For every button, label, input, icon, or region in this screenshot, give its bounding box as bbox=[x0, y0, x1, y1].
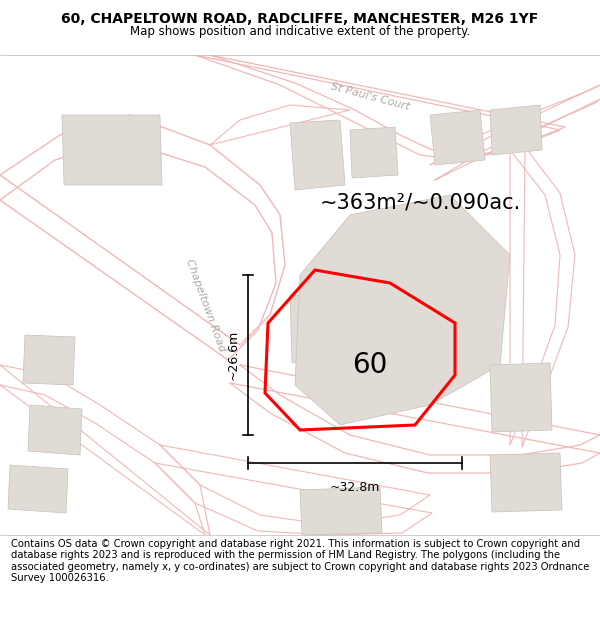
Text: Chapeltown Road: Chapeltown Road bbox=[184, 258, 226, 352]
Text: ~26.6m: ~26.6m bbox=[227, 330, 240, 380]
Polygon shape bbox=[8, 465, 68, 513]
Polygon shape bbox=[28, 405, 82, 455]
Text: ~363m²/~0.090ac.: ~363m²/~0.090ac. bbox=[319, 193, 521, 213]
Polygon shape bbox=[430, 110, 485, 165]
Text: Contains OS data © Crown copyright and database right 2021. This information is : Contains OS data © Crown copyright and d… bbox=[11, 539, 589, 583]
Text: 60, CHAPELTOWN ROAD, RADCLIFFE, MANCHESTER, M26 1YF: 60, CHAPELTOWN ROAD, RADCLIFFE, MANCHEST… bbox=[61, 12, 539, 26]
Polygon shape bbox=[290, 120, 345, 190]
Polygon shape bbox=[490, 363, 552, 432]
Polygon shape bbox=[490, 105, 542, 155]
Polygon shape bbox=[23, 335, 75, 385]
Polygon shape bbox=[300, 487, 382, 535]
Polygon shape bbox=[62, 115, 162, 185]
Polygon shape bbox=[290, 295, 358, 363]
Polygon shape bbox=[295, 195, 510, 425]
Text: Map shows position and indicative extent of the property.: Map shows position and indicative extent… bbox=[130, 26, 470, 39]
Polygon shape bbox=[490, 453, 562, 512]
Text: ~32.8m: ~32.8m bbox=[330, 481, 380, 494]
Text: St Paul's Court: St Paul's Court bbox=[329, 82, 410, 112]
Text: 60: 60 bbox=[352, 351, 388, 379]
Polygon shape bbox=[350, 127, 398, 178]
